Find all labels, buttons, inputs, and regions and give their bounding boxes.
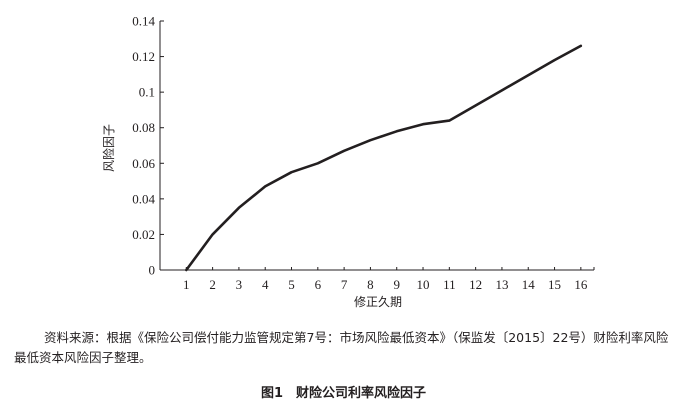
x-tick-label: 11: [443, 277, 456, 292]
x-tick-label: 14: [522, 277, 536, 292]
y-tick-label: 0.06: [132, 156, 155, 171]
x-tick-label: 5: [288, 277, 295, 292]
y-tick-label: 0.02: [132, 227, 155, 242]
x-tick-label: 1: [183, 277, 190, 292]
x-tick-label: 8: [367, 277, 374, 292]
x-tick-label: 13: [495, 277, 508, 292]
y-tick-label: 0.08: [132, 120, 155, 135]
x-tick-label: 10: [417, 277, 430, 292]
x-tick-label: 9: [393, 277, 400, 292]
y-tick-label: 0.12: [132, 49, 155, 64]
y-tick-label: 0.1: [139, 85, 155, 100]
y-tick-label: 0.04: [132, 191, 155, 206]
x-tick-label: 6: [315, 277, 322, 292]
line-chart: 00.020.040.060.080.10.120.14 1 2 3 4 5 6 7 8 9 10…: [101, 14, 595, 309]
y-tick-label: 0.14: [132, 14, 155, 29]
y-axis-label: 风险因子: [101, 124, 116, 172]
chart-axes: [159, 21, 595, 271]
figure-caption: 图1 财险公司利率风险因子: [260, 386, 427, 401]
x-tick-label: 15: [548, 277, 561, 292]
y-axis-ticks: 0 0.02 0.04 0.06 0.08 0.1 0.12 0.14: [132, 14, 164, 278]
x-tick-label: 3: [236, 277, 243, 292]
x-tick-label: 16: [574, 277, 588, 292]
x-tick-label: 7: [341, 277, 348, 292]
x-tick-label: 4: [262, 277, 269, 292]
series-line: [185, 44, 583, 272]
x-axis-label: 修正久期: [354, 294, 402, 309]
y-tick-label: 0: [149, 263, 156, 278]
x-tick-label: 2: [209, 277, 216, 292]
x-axis-ticks: 1 2 3 4 5 6 7 8 9 10 11 12 13 14 15 16: [183, 267, 588, 292]
x-tick-label: 12: [469, 277, 482, 292]
source-note: 资料来源：根据《保险公司偿付能力监管规定第7号：市场风险最低资本》（保监发〔20…: [14, 330, 669, 365]
